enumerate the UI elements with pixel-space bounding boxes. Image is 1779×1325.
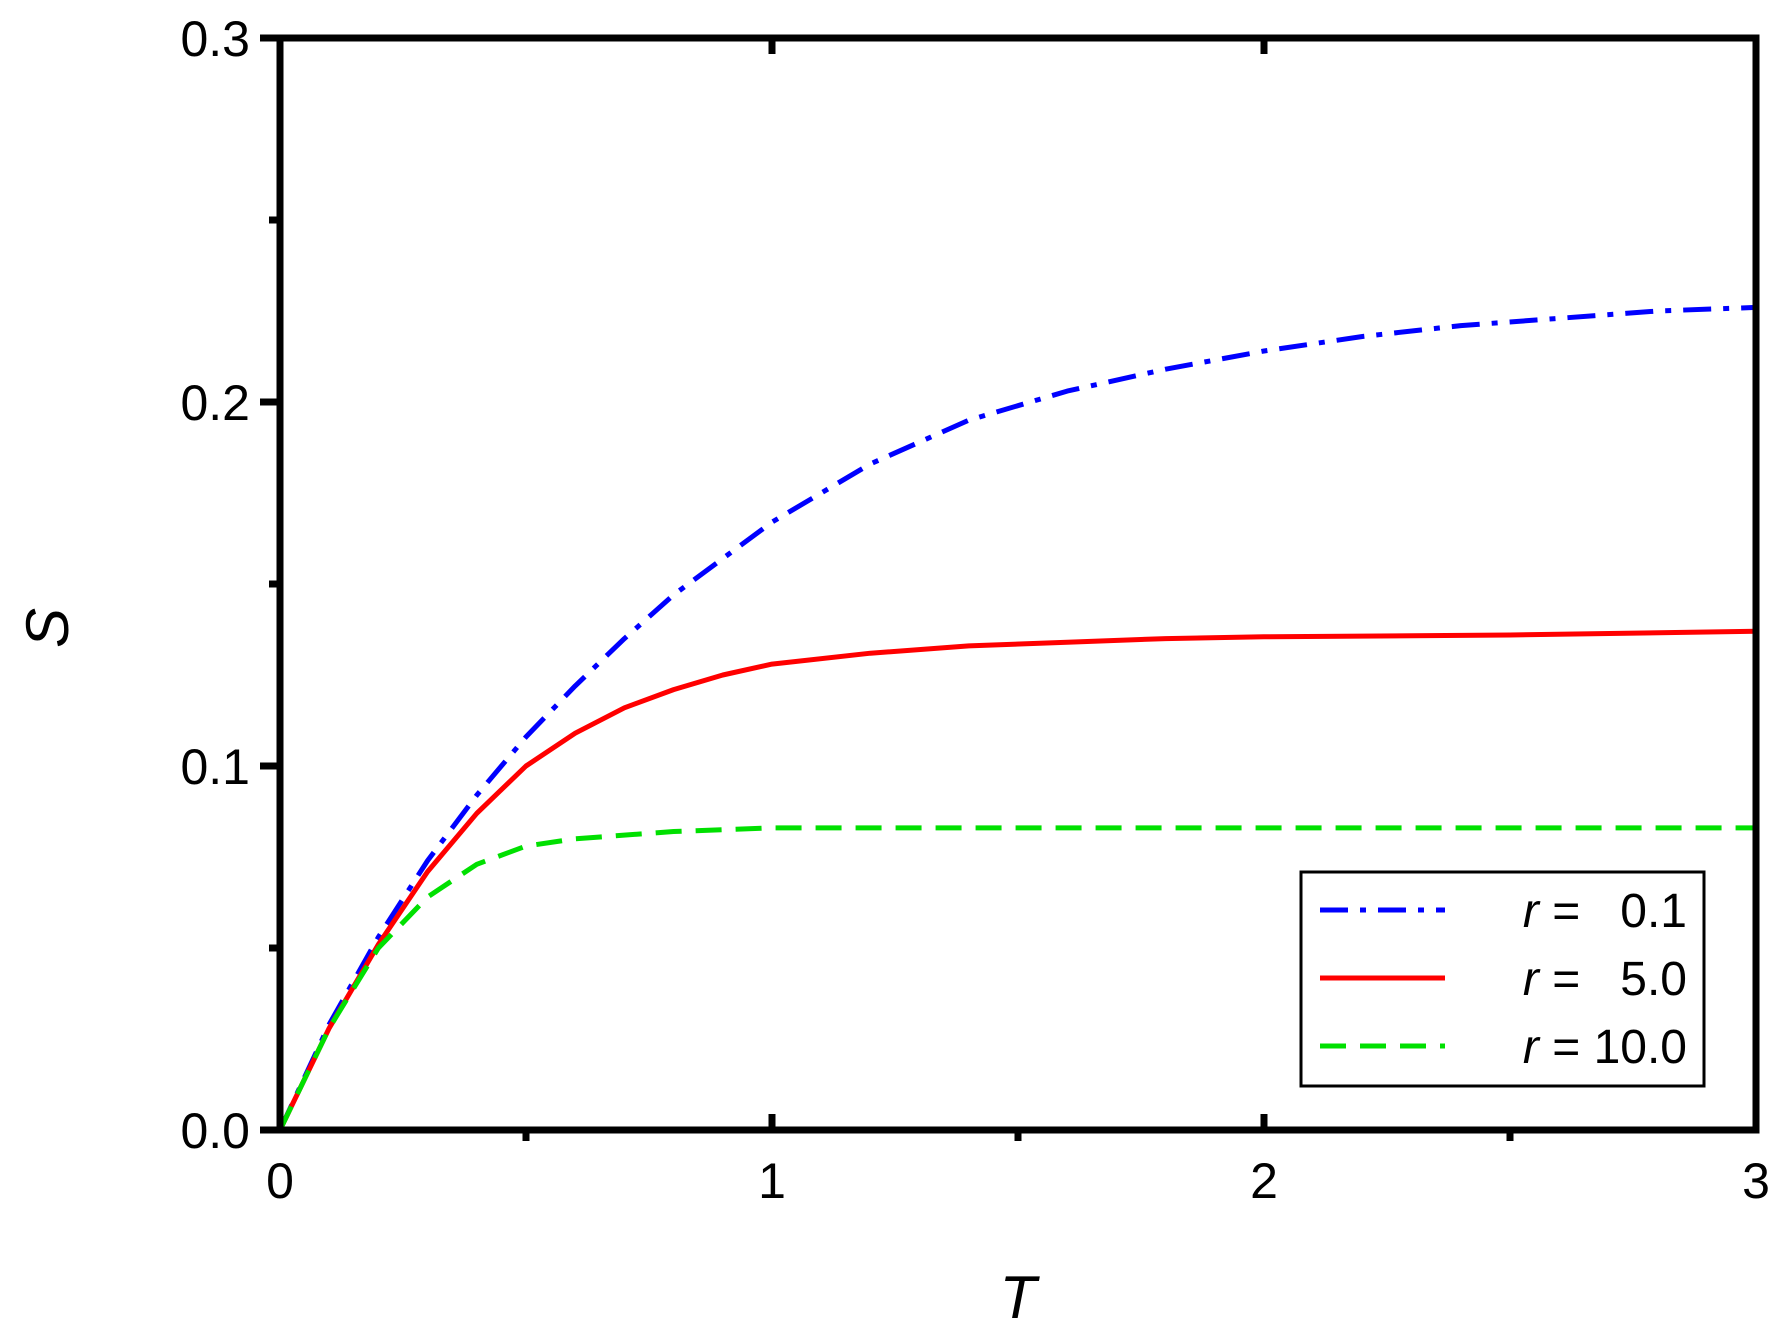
- legend-variable: r: [1523, 953, 1541, 1006]
- legend: r = 0.1r = 5.0r = 10.0: [1299, 870, 1706, 1088]
- legend-label-3: r = 10.0: [1523, 1021, 1687, 1074]
- legend-value: = 5.0: [1539, 953, 1687, 1006]
- series-line-2: [277, 628, 1757, 1132]
- series-line-1: [277, 304, 1757, 1132]
- labels-layer: 0 1 2 3 0.0 0.1 0.2 0.3: [180, 11, 1769, 1209]
- y-axis-title: S: [14, 608, 81, 648]
- x-tick-label: 2: [1250, 1153, 1278, 1209]
- y-tick-label: 0.1: [180, 739, 250, 795]
- plot-layer: [277, 304, 1757, 1132]
- y-tick-label: 0.2: [180, 375, 250, 431]
- y-tick-label: 0.0: [180, 1103, 250, 1159]
- x-tick-label: 3: [1742, 1153, 1770, 1209]
- x-tick-label: 0: [266, 1153, 294, 1209]
- legend-value: = 0.1: [1539, 885, 1687, 938]
- y-tick-label: 0.3: [180, 11, 250, 67]
- x-tick-label: 1: [758, 1153, 786, 1209]
- legend-label-1: r = 0.1: [1523, 885, 1687, 938]
- legend-variable: r: [1523, 885, 1541, 938]
- legend-value: = 10.0: [1539, 1021, 1687, 1074]
- legend-label-2: r = 5.0: [1523, 953, 1687, 1006]
- series-line-3: [277, 825, 1756, 1132]
- legend-variable: r: [1523, 1021, 1541, 1074]
- x-axis-title: T: [1000, 1264, 1041, 1325]
- ticks-layer: [260, 34, 1760, 1141]
